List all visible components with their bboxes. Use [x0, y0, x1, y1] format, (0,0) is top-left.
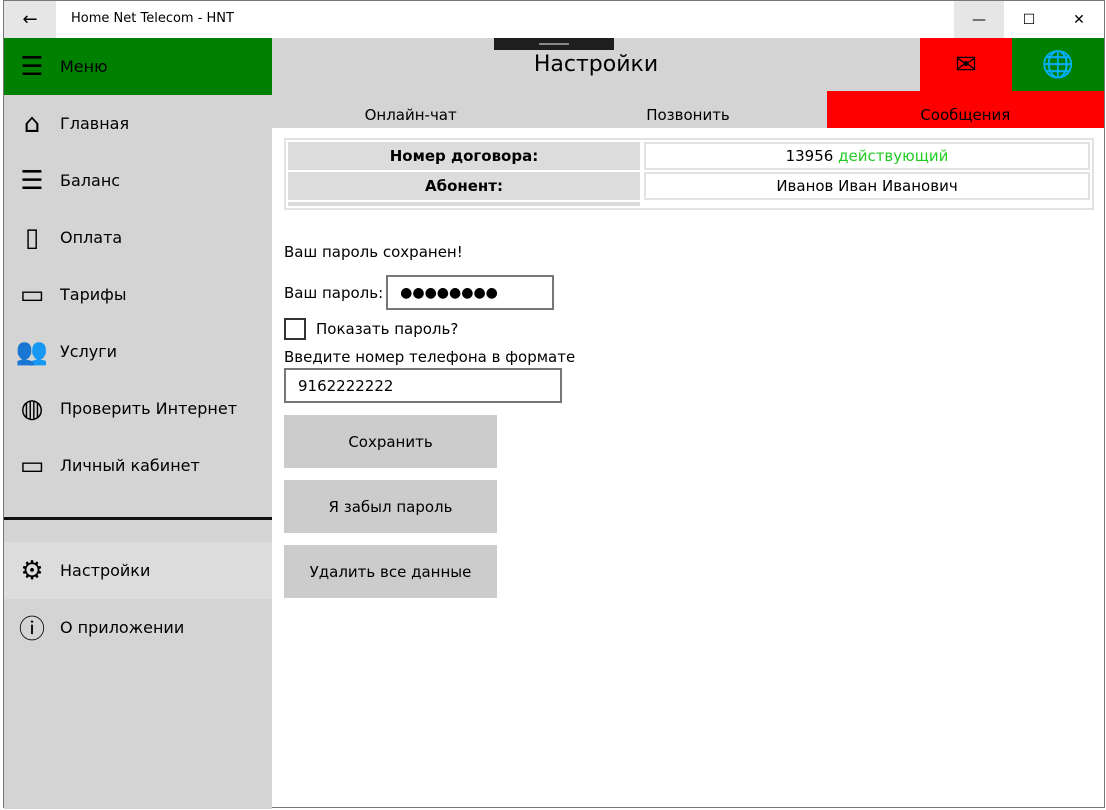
sidebar-item-home[interactable]: ⌂ Главная	[4, 95, 272, 152]
sidebar-item-label: Проверить Интернет	[60, 399, 238, 418]
sidebar-item-label: Оплата	[60, 228, 123, 247]
app-window: ← Home Net Telecom - HNT — ☐ ✕ ☰ Меню ⌂ Г…	[3, 0, 1105, 809]
sidebar-item-label: Настройки	[60, 561, 151, 580]
sidebar-item-label: Баланс	[60, 171, 121, 190]
show-password-checkbox[interactable]	[284, 318, 306, 340]
sidebar-item-globe[interactable]: ◍ Проверить Интернет	[4, 380, 272, 437]
globe-icon: ◍	[20, 393, 44, 424]
header: Настройки ✉ 🌐	[272, 38, 1104, 91]
tab-bar: Онлайн-чат Позвонить Сообщения	[272, 91, 1104, 128]
home-icon: ⌂	[23, 108, 41, 139]
sidebar-item-label: Личный кабинет	[60, 456, 200, 475]
minimize-button[interactable]: —	[954, 1, 1004, 38]
sidebar-item-label: Тарифы	[60, 285, 127, 304]
status-badge: действующий	[838, 147, 949, 165]
title-bar: ← Home Net Telecom - HNT — ☐ ✕	[4, 1, 1104, 38]
list-icon: ☰	[20, 165, 44, 196]
tab-online-chat[interactable]: Онлайн-чат	[364, 106, 457, 124]
password-label: Ваш пароль:	[284, 283, 384, 302]
saved-message: Ваш пароль сохранен!	[284, 243, 463, 261]
bag-icon: ▯	[24, 222, 40, 253]
phone-label: Введите номер телефона в формате	[284, 348, 576, 366]
mail-icon: ✉	[955, 49, 977, 80]
password-input[interactable]: ●●●●●●●●	[386, 275, 555, 310]
maximize-button[interactable]: ☐	[1022, 11, 1036, 28]
people-icon: 👥	[15, 336, 49, 367]
sidebar-item-bag[interactable]: ▯ Оплата	[4, 209, 272, 266]
hamburger-icon: ☰	[20, 51, 44, 82]
website-button[interactable]: 🌐	[1012, 38, 1104, 91]
tab-messages[interactable]: Сообщения	[826, 91, 1104, 128]
messages-button[interactable]: ✉	[920, 38, 1012, 91]
sidebar-item-gear[interactable]: ⚙ Настройки	[4, 542, 272, 599]
sidebar-item-label: Главная	[60, 114, 130, 133]
tab-call[interactable]: Позвонить	[646, 106, 730, 124]
sidebar-divider	[4, 517, 272, 520]
subscriber-value: Иванов Иван Иванович	[644, 172, 1090, 200]
sidebar-item-label: Услуги	[60, 342, 118, 361]
contract-value: 13956 действующий	[644, 142, 1090, 170]
contract-number: 13956	[785, 147, 834, 165]
sidebar-item-clipboard[interactable]: ▭ Тарифы	[4, 266, 272, 323]
delete-data-button[interactable]: Удалить все данные	[284, 545, 497, 598]
menu-label: Меню	[60, 57, 108, 76]
sidebar-item-laptop[interactable]: ▭ Личный кабинет	[4, 437, 272, 494]
globe-icon: 🌐	[1041, 49, 1075, 80]
sidebar-item-list[interactable]: ☰ Баланс	[4, 152, 272, 209]
info-icon: ⓘ	[18, 615, 45, 645]
clipboard-icon: ▭	[19, 279, 45, 310]
show-password-label: Показать пароль?	[316, 320, 459, 338]
gear-icon: ⚙	[20, 555, 44, 586]
settings-form: Ваш пароль сохранен! Ваш пароль: ●●●●●●●…	[284, 243, 575, 610]
close-button[interactable]: ✕	[1073, 11, 1085, 28]
save-button[interactable]: Сохранить	[284, 415, 497, 468]
contract-label: Номер договора:	[288, 142, 640, 170]
forgot-password-button[interactable]: Я забыл пароль	[284, 480, 497, 533]
window-title: Home Net Telecom - HNT	[71, 11, 234, 26]
account-info-table: Номер договора: 13956 действующий Абонен…	[284, 138, 1094, 210]
drag-handle[interactable]	[494, 38, 614, 50]
back-button[interactable]: ←	[4, 1, 56, 38]
sidebar: ☰ Меню ⌂ Главная ☰ Баланс ▯ Оплата ▭ Тарифы 👥 Усл…	[4, 38, 272, 809]
sidebar-item-label: О приложении	[60, 618, 185, 637]
phone-input[interactable]: 9162222222	[284, 368, 562, 403]
page-title: Настройки	[533, 52, 659, 77]
subscriber-label: Абонент:	[288, 172, 640, 200]
menu-toggle[interactable]: ☰ Меню	[4, 38, 272, 95]
sidebar-item-people[interactable]: 👥 Услуги	[4, 323, 272, 380]
sidebar-item-info[interactable]: ⓘ О приложении	[4, 599, 272, 656]
main-content: Настройки ✉ 🌐 Онлайн-чат Позвонить Сообщ…	[272, 38, 1104, 809]
laptop-icon: ▭	[19, 450, 45, 481]
